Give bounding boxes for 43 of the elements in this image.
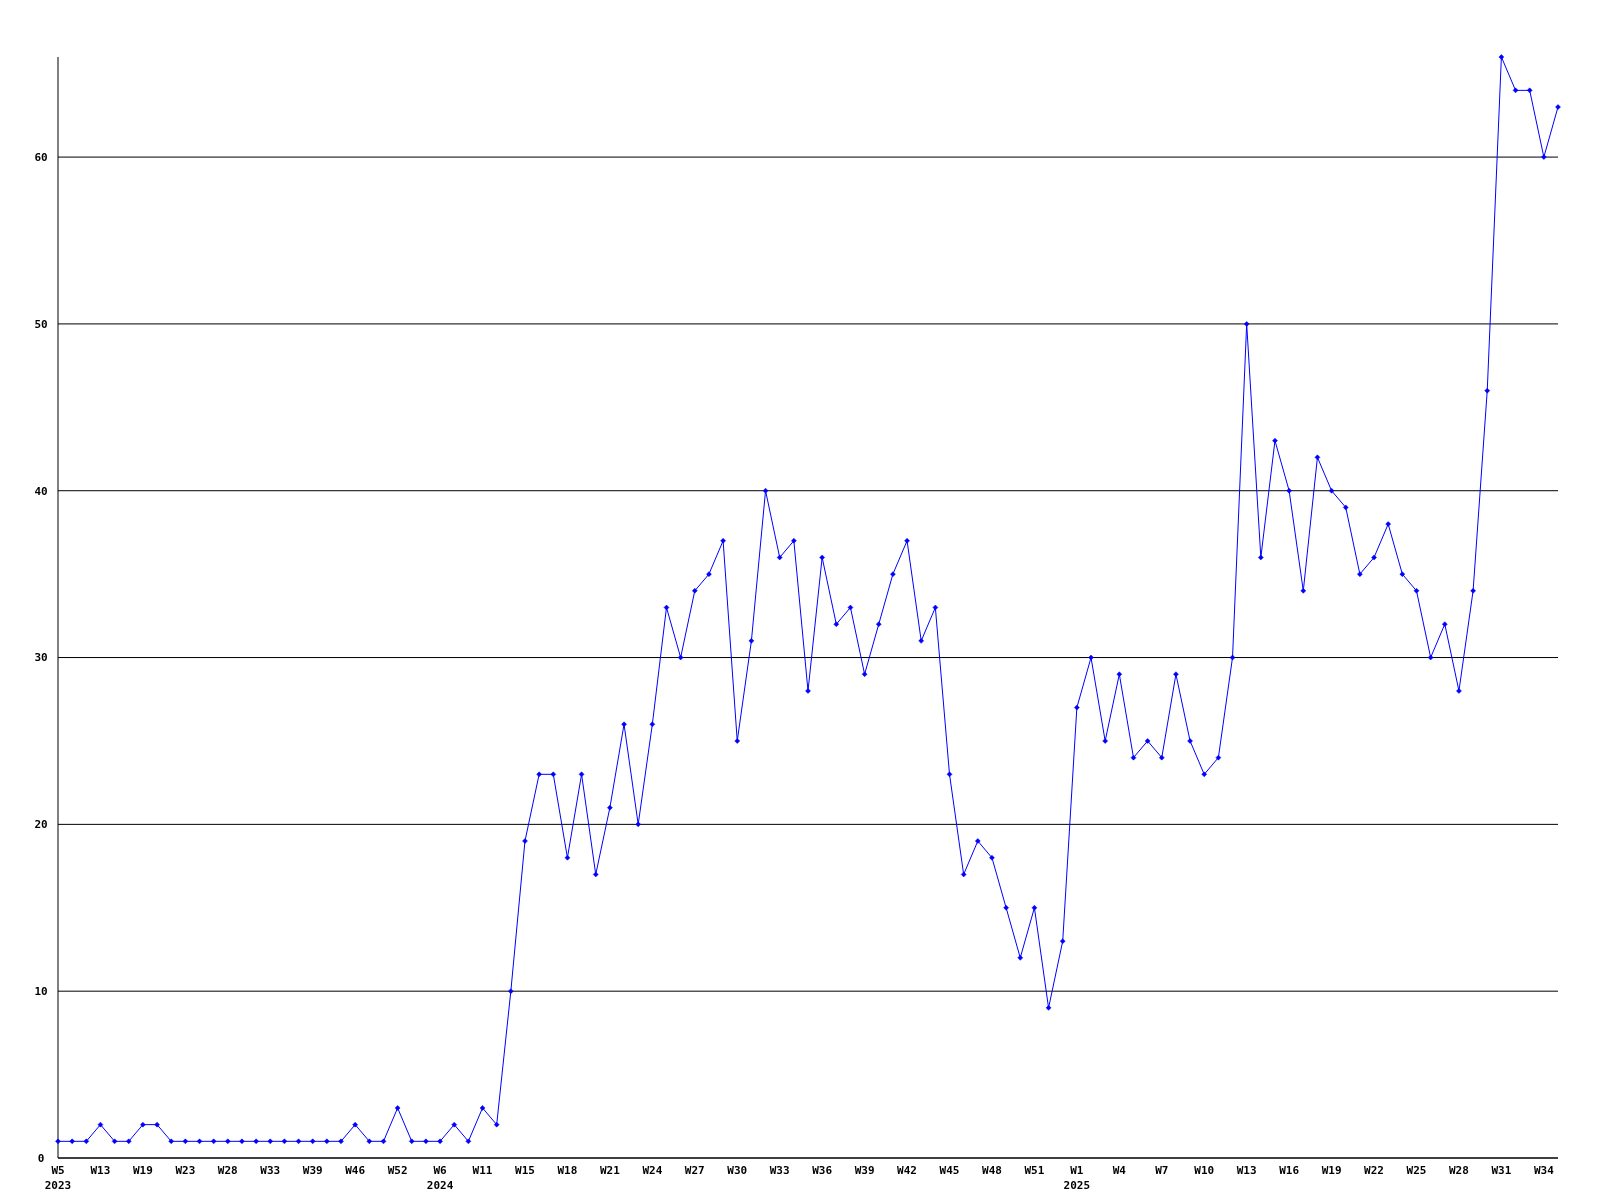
x-tick-label: W42 [897,1164,917,1177]
x-tick-label: W13 [90,1164,111,1177]
y-tick-label: 20 [34,818,48,832]
x-tick-label: W6 2024 [426,1164,454,1192]
x-tick-label: W23 [175,1164,196,1177]
y-tick-label: 30 [34,651,48,665]
x-tick-label: W46 [345,1164,366,1177]
y-tick-label: 40 [34,484,48,498]
x-tick-label: W39 [854,1164,875,1177]
y-tick-label: 50 [34,317,48,331]
x-tick-label: W7 [1155,1164,1169,1177]
x-tick-label: W13 [1236,1164,1257,1177]
x-tick-label: W22 [1364,1164,1384,1177]
x-tick-label: W33 [769,1164,790,1177]
x-tick-label: W33 [260,1164,281,1177]
x-tick-label: W15 [515,1164,535,1177]
x-tick-label: W1 2025 [1063,1164,1091,1192]
x-tick-label: W30 [727,1164,748,1177]
x-tick-label: W48 [982,1164,1002,1177]
y-tick-label: 0 [37,1151,45,1165]
x-tick-label: W19 [132,1164,153,1177]
x-tick-label: W39 [302,1164,323,1177]
x-tick-label: W51 [1024,1164,1045,1177]
x-tick-label: W5 2023 [44,1164,72,1192]
y-tick-label: 60 [34,150,48,164]
x-tick-label: W36 [812,1164,833,1177]
x-tick-label: W52 [387,1164,408,1177]
x-tick-label: W28 [217,1164,238,1177]
x-tick-label: W19 [1321,1164,1342,1177]
x-tick-label: W28 [1449,1164,1469,1177]
x-tick-label: W24 [642,1164,663,1177]
x-tick-label: W45 [939,1164,960,1177]
x-tick-label: W31 [1491,1164,1512,1177]
x-tick-label: W16 [1279,1164,1300,1177]
x-tick-label: W21 [599,1164,621,1177]
y-tick-label: 10 [34,985,48,999]
x-tick-label: W4 [1112,1164,1127,1177]
x-tick-label: W11 [472,1164,493,1177]
x-tick-label: W34 [1533,1164,1555,1177]
x-tick-label: W27 [684,1164,705,1177]
x-tick-label: W25 [1406,1164,1427,1177]
x-tick-label: W18 [557,1164,578,1177]
x-tick-label: W10 [1194,1164,1215,1177]
